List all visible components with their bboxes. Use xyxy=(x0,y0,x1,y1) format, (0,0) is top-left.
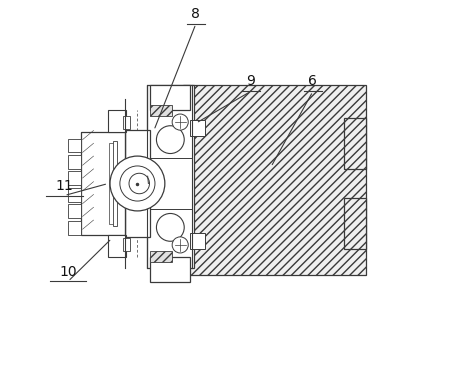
Bar xyxy=(344,118,366,169)
Bar xyxy=(68,204,81,218)
Bar xyxy=(183,85,366,275)
Bar xyxy=(123,116,130,129)
Bar xyxy=(123,238,130,251)
Text: 8: 8 xyxy=(192,7,200,21)
Bar xyxy=(68,171,81,185)
Bar xyxy=(68,188,81,202)
Bar xyxy=(108,235,127,257)
Bar xyxy=(190,233,205,249)
Circle shape xyxy=(157,214,184,241)
Bar xyxy=(150,85,190,110)
Circle shape xyxy=(120,166,155,201)
Polygon shape xyxy=(148,129,192,158)
Bar xyxy=(150,257,190,282)
Bar xyxy=(190,120,205,136)
Bar xyxy=(148,158,192,209)
Circle shape xyxy=(172,237,188,253)
Bar xyxy=(68,138,81,152)
Bar xyxy=(108,110,127,132)
Bar xyxy=(113,141,117,226)
Bar xyxy=(150,251,172,262)
Bar xyxy=(344,198,366,249)
Bar xyxy=(147,85,194,268)
Circle shape xyxy=(110,156,165,211)
Bar xyxy=(68,221,81,235)
Circle shape xyxy=(157,126,184,153)
Bar xyxy=(109,143,113,224)
Circle shape xyxy=(129,173,149,194)
Text: 6: 6 xyxy=(308,75,317,88)
Text: 10: 10 xyxy=(59,265,77,279)
Text: 11: 11 xyxy=(55,179,73,193)
Polygon shape xyxy=(148,209,192,238)
Bar xyxy=(81,132,125,235)
Bar xyxy=(68,155,81,169)
Bar xyxy=(150,105,172,116)
Circle shape xyxy=(172,114,188,130)
Text: 9: 9 xyxy=(247,75,255,88)
Bar xyxy=(125,131,150,236)
